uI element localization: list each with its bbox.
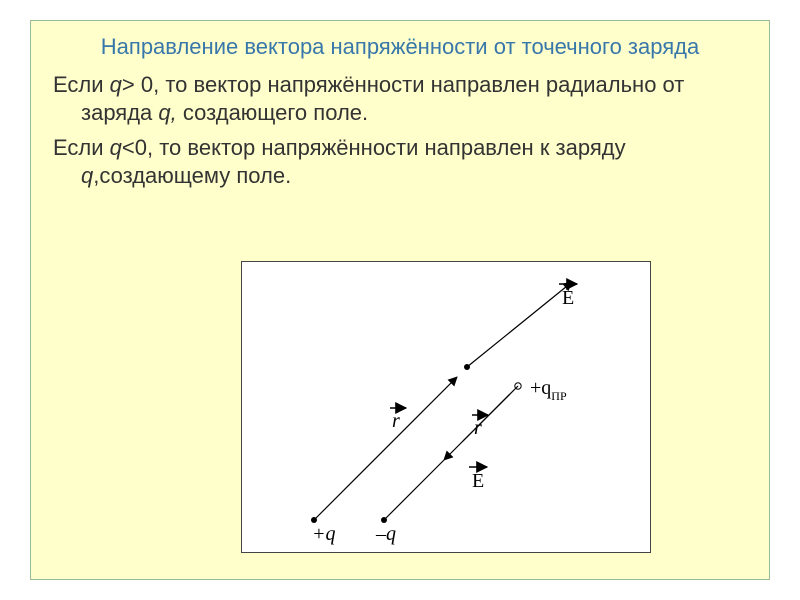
positive-charge-vectors: +q r E — [311, 282, 577, 545]
r-vector-positive — [314, 377, 457, 520]
p1-text-a: Если — [53, 72, 110, 97]
paragraph-negative: Если q<0, то вектор напряжённости направ… — [53, 134, 747, 191]
slide-title: Направление вектора напряжённости от точ… — [53, 33, 747, 61]
r-vector-negative-tail — [384, 460, 444, 520]
label-qpr: +qПР — [530, 377, 567, 403]
label-minus-q: –q — [375, 523, 396, 545]
label-e-negative: E — [472, 470, 484, 492]
vector-figure: +q r E — [241, 261, 651, 553]
negative-charge-vectors: –q r E +qПР — [375, 377, 567, 545]
p2-text-c: ,создающему поле. — [93, 163, 291, 188]
label-r-positive: r — [392, 410, 400, 432]
label-plus-q: +q — [312, 523, 336, 545]
vector-svg: +q r E — [242, 262, 650, 552]
e-vector-positive — [467, 282, 572, 367]
p1-text-c: создающего поле. — [183, 100, 368, 125]
p2-text-b: <0, то вектор напряжённости направлен к … — [122, 135, 626, 160]
p2-text-a: Если — [53, 135, 110, 160]
p1-q2: q, — [158, 100, 182, 125]
slide-card: Направление вектора напряжённости от точ… — [30, 20, 770, 580]
e-vector-negative-seg — [462, 386, 518, 442]
p2-q2: q — [81, 163, 93, 188]
label-r-negative: r — [474, 417, 482, 439]
label-e-positive: E — [562, 287, 574, 309]
p2-q: q — [110, 135, 122, 160]
p1-q: q — [110, 72, 122, 97]
paragraph-positive: Если q> 0, то вектор напряжённости напра… — [53, 71, 747, 128]
